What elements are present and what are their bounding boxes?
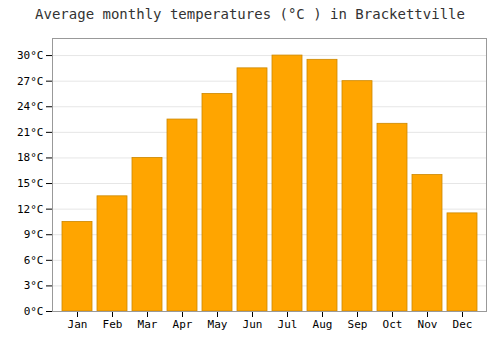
svg-text:24°C: 24°C — [17, 100, 44, 113]
svg-text:Dec: Dec — [453, 318, 473, 331]
svg-text:6°C: 6°C — [24, 254, 44, 267]
svg-text:Sep: Sep — [348, 318, 368, 331]
svg-text:12°C: 12°C — [17, 203, 44, 216]
svg-text:Feb: Feb — [103, 318, 123, 331]
svg-text:Jul: Jul — [278, 318, 298, 331]
svg-text:Jun: Jun — [243, 318, 263, 331]
svg-text:9°C: 9°C — [24, 228, 44, 241]
svg-text:30°C: 30°C — [17, 49, 44, 62]
svg-text:Oct: Oct — [383, 318, 403, 331]
svg-text:3°C: 3°C — [24, 279, 44, 292]
svg-text:Jan: Jan — [68, 318, 88, 331]
html-text:Average monthly temperatures (: Average monthly temperatures (°C ) in Br… — [35, 6, 465, 22]
svg-text:21°C: 21°C — [17, 126, 44, 139]
svg-text:15°C: 15°C — [17, 177, 44, 190]
svg-text:27°C: 27°C — [17, 75, 44, 88]
svg-text:0°C: 0°C — [24, 305, 44, 318]
svg-text:Mar: Mar — [138, 318, 158, 331]
svg-text:Apr: Apr — [173, 318, 193, 331]
svg-text:Nov: Nov — [418, 318, 438, 331]
svg-text:May: May — [208, 318, 228, 331]
svg-text:Aug: Aug — [313, 318, 333, 331]
svg-text:18°C: 18°C — [17, 151, 44, 164]
